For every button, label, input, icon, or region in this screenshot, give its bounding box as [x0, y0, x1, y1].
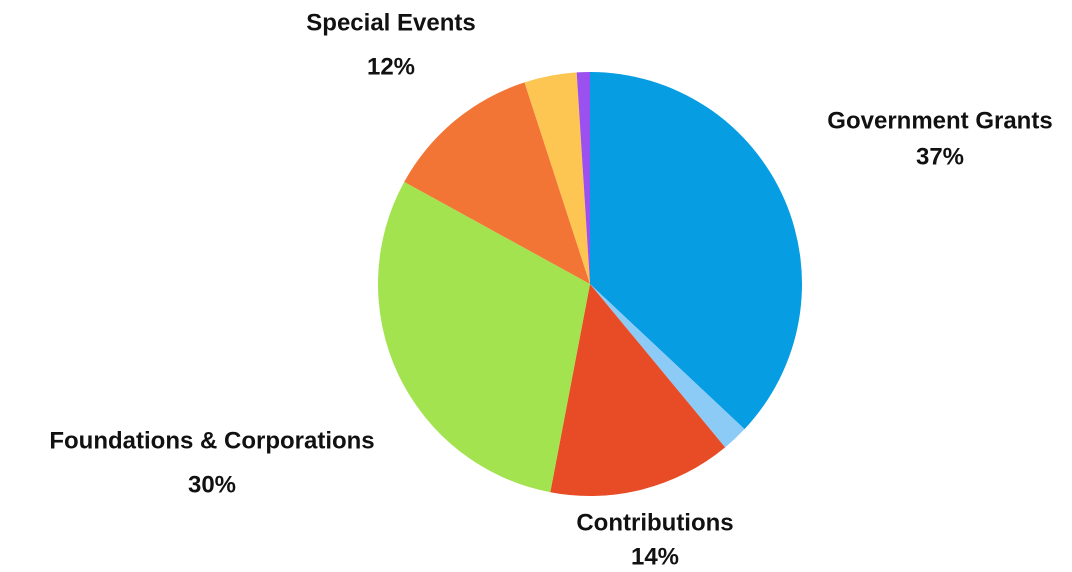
- slice-label: Foundations & Corporations: [49, 427, 374, 454]
- slice-value-label: 12%: [367, 53, 415, 80]
- slice-value-label: 14%: [631, 543, 679, 570]
- slice-value-label: 30%: [188, 471, 236, 498]
- pie-slice: [524, 72, 590, 284]
- slice-label: Contributions: [576, 509, 733, 536]
- pie-slice: [590, 284, 745, 448]
- slice-label: Government Grants: [827, 107, 1052, 134]
- pie-slice: [590, 72, 803, 430]
- slice-label: Special Events: [306, 9, 475, 36]
- slice-value-label: 37%: [916, 143, 964, 170]
- pie-slice: [550, 284, 726, 497]
- pie-slice: [576, 72, 590, 284]
- pie-slice: [377, 181, 590, 493]
- pie-slice: [404, 82, 590, 284]
